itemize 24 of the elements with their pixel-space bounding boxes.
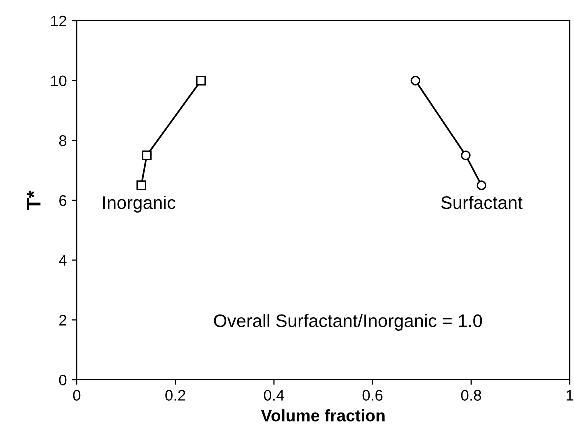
- y-tick-label: 8: [59, 136, 67, 146]
- point: [142, 150, 152, 160]
- y-tick-label: 0: [59, 374, 67, 386]
- y-axis-title: T*: [27, 190, 41, 210]
- x-tick-label: 0.2: [166, 390, 186, 401]
- point: [476, 180, 487, 190]
- point: [136, 180, 146, 190]
- annotation: Overall Surfactant/Inorganic = 1.0: [214, 314, 482, 331]
- y-tick-label: 12: [51, 16, 67, 27]
- y-tick-label: 6: [60, 195, 67, 206]
- y-tick-label: 4: [59, 255, 67, 266]
- x-tick-label: 0.4: [264, 390, 284, 401]
- point: [461, 150, 471, 160]
- point: [410, 76, 421, 86]
- x-tick-label: 0.8: [461, 390, 482, 401]
- x-tick-label: 1: [566, 390, 574, 401]
- series-label: Inorganic: [103, 196, 176, 213]
- x-tick-label: 0.6: [362, 390, 383, 401]
- y-tick-label: 10: [51, 76, 67, 87]
- series-label: Surfactant: [441, 196, 523, 210]
- x-axis-title: Volume fraction: [261, 410, 385, 422]
- y-tick-label: 2: [60, 315, 67, 326]
- x-tick-label: 0: [73, 390, 81, 401]
- point: [196, 76, 206, 86]
